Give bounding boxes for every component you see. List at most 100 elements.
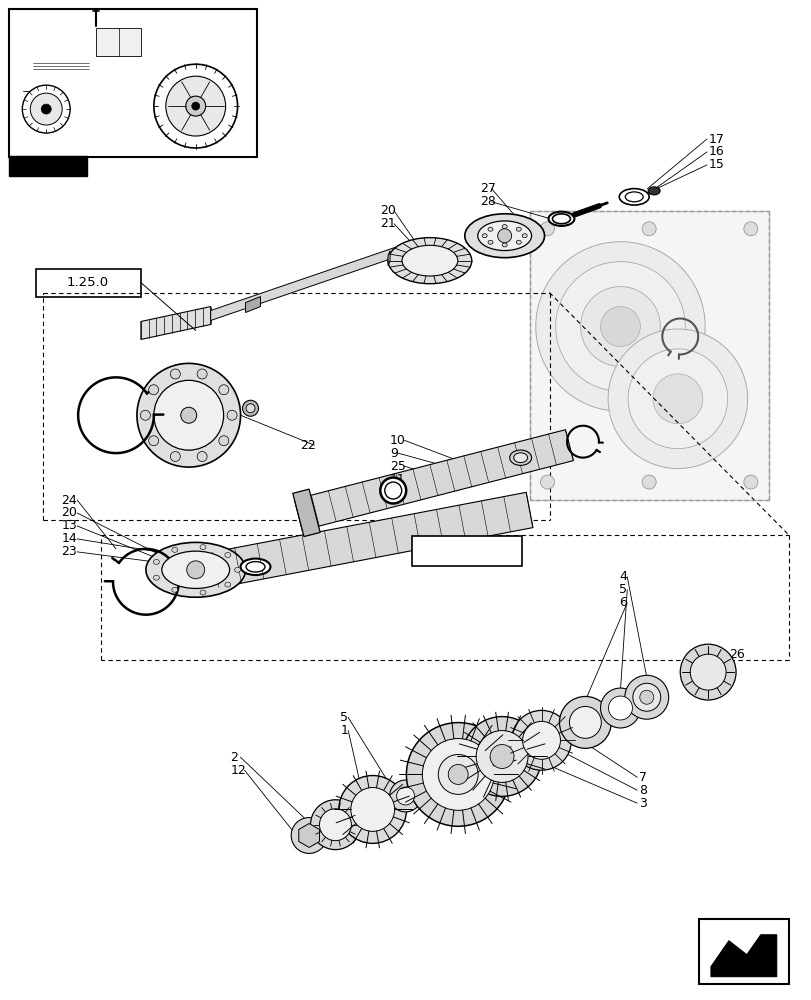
Circle shape (497, 229, 511, 243)
Text: PAG. 1: PAG. 1 (444, 544, 489, 558)
Circle shape (219, 436, 229, 446)
Polygon shape (91, 21, 165, 61)
Bar (411, 536, 521, 566)
Circle shape (652, 374, 702, 424)
Bar (36, 269, 141, 297)
Ellipse shape (513, 453, 527, 463)
Circle shape (490, 745, 513, 768)
Text: 6: 6 (619, 596, 626, 609)
Ellipse shape (137, 363, 240, 467)
Ellipse shape (246, 404, 255, 413)
Ellipse shape (240, 559, 270, 575)
Circle shape (350, 787, 394, 831)
Ellipse shape (225, 582, 230, 587)
Polygon shape (245, 297, 260, 313)
Text: 21: 21 (380, 217, 395, 230)
Ellipse shape (200, 590, 206, 595)
Ellipse shape (477, 221, 531, 251)
Text: 12: 12 (230, 764, 246, 777)
Circle shape (153, 64, 238, 148)
Circle shape (624, 675, 668, 719)
Circle shape (569, 706, 601, 738)
Text: 20: 20 (380, 204, 396, 217)
Circle shape (41, 104, 51, 114)
Text: 17: 17 (708, 133, 724, 146)
Circle shape (165, 76, 225, 136)
Polygon shape (210, 246, 400, 320)
Text: 24: 24 (61, 494, 77, 507)
Circle shape (461, 717, 541, 796)
Circle shape (627, 349, 727, 449)
Circle shape (540, 222, 554, 236)
Text: 27: 27 (479, 182, 495, 195)
Polygon shape (32, 58, 91, 71)
Circle shape (170, 369, 180, 379)
Ellipse shape (509, 450, 531, 465)
Circle shape (632, 683, 660, 711)
Ellipse shape (200, 545, 206, 550)
Ellipse shape (172, 547, 178, 552)
Text: 20: 20 (61, 506, 77, 519)
Circle shape (535, 242, 704, 411)
Ellipse shape (146, 542, 245, 597)
Circle shape (219, 385, 229, 395)
Circle shape (170, 452, 180, 461)
Circle shape (187, 561, 204, 579)
Text: 14: 14 (61, 532, 77, 545)
Circle shape (580, 287, 659, 366)
Text: 4: 4 (619, 570, 626, 583)
Circle shape (559, 696, 611, 748)
Polygon shape (710, 935, 776, 977)
Text: 15: 15 (708, 158, 724, 171)
Ellipse shape (487, 227, 492, 231)
Circle shape (600, 688, 640, 728)
Circle shape (389, 780, 421, 812)
Ellipse shape (501, 225, 507, 229)
Circle shape (555, 262, 684, 391)
Text: 7: 7 (638, 771, 646, 784)
Ellipse shape (647, 187, 659, 195)
Ellipse shape (551, 214, 570, 224)
Circle shape (511, 710, 571, 770)
Ellipse shape (464, 214, 544, 258)
Text: 1.25.0: 1.25.0 (67, 276, 109, 289)
Text: 10: 10 (389, 434, 406, 447)
Circle shape (140, 410, 150, 420)
Polygon shape (388, 251, 389, 266)
Circle shape (743, 475, 757, 489)
Text: 23: 23 (61, 545, 77, 558)
Ellipse shape (501, 243, 507, 247)
Polygon shape (141, 307, 210, 339)
Ellipse shape (153, 559, 159, 564)
Polygon shape (32, 56, 165, 101)
Text: 25: 25 (389, 460, 406, 473)
Ellipse shape (401, 245, 457, 276)
Ellipse shape (172, 587, 178, 592)
Circle shape (642, 222, 655, 236)
Circle shape (197, 369, 207, 379)
Ellipse shape (242, 400, 258, 416)
Ellipse shape (624, 192, 642, 202)
Ellipse shape (246, 562, 264, 572)
Circle shape (448, 764, 468, 784)
Ellipse shape (234, 567, 240, 572)
Text: 26: 26 (728, 648, 744, 661)
Polygon shape (16, 156, 51, 176)
Text: 8: 8 (638, 784, 646, 797)
Circle shape (310, 800, 360, 850)
Text: 1: 1 (340, 724, 348, 737)
Ellipse shape (548, 212, 573, 226)
Ellipse shape (380, 478, 406, 503)
Text: 5: 5 (340, 711, 348, 724)
Circle shape (291, 818, 327, 853)
Ellipse shape (153, 380, 223, 450)
Text: 5: 5 (619, 583, 626, 596)
Circle shape (689, 654, 725, 690)
Circle shape (680, 644, 735, 700)
Circle shape (22, 85, 70, 133)
Circle shape (181, 407, 196, 423)
Circle shape (148, 385, 158, 395)
Text: 16: 16 (708, 145, 724, 158)
Circle shape (406, 723, 509, 826)
Circle shape (148, 436, 158, 446)
